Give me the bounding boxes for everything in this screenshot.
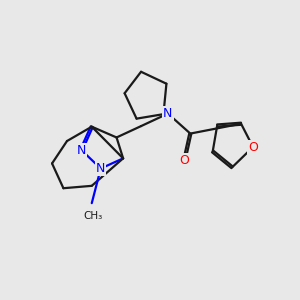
Text: N: N: [76, 143, 86, 157]
Text: O: O: [179, 154, 189, 167]
Text: CH₃: CH₃: [84, 211, 103, 220]
Text: N: N: [163, 107, 172, 120]
Text: N: N: [96, 162, 105, 175]
Text: O: O: [248, 140, 258, 154]
